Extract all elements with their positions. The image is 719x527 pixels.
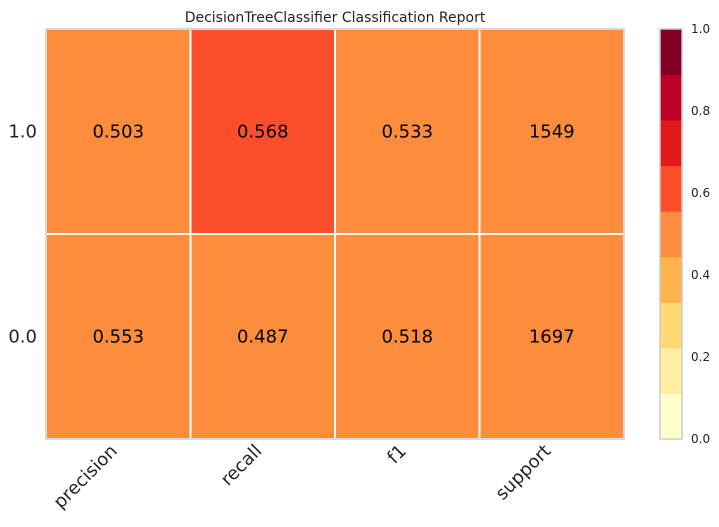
cell-value-label: 0.518 [381, 327, 433, 348]
x-tick-label: precision [50, 441, 122, 513]
cell-value-label: 0.487 [237, 327, 289, 348]
colorbar-bin [660, 29, 682, 76]
plot-frame [45, 28, 625, 440]
heatmap-cell [45, 233, 192, 440]
colorbar-bin [660, 74, 682, 121]
heatmap-cell [45, 28, 192, 235]
colorbar-frame [659, 28, 683, 440]
cell-value-label: 1697 [529, 327, 575, 348]
heatmap-cell [189, 28, 336, 235]
colorbar-tick-label: 0.6 [691, 186, 710, 200]
colorbar-tick-label: 0.0 [691, 432, 710, 446]
colorbar-tick-label: 1.0 [691, 22, 710, 36]
colorbar-bin [660, 347, 682, 394]
x-tick-label: recall [217, 441, 267, 491]
heatmap-cell [478, 28, 625, 235]
x-tick-labels: precision recall f1 support [50, 441, 556, 513]
x-tick-label: f1 [383, 441, 410, 468]
colorbar-tick-label: 0.8 [691, 104, 710, 118]
colorbar-bin [660, 165, 682, 212]
y-tick-label: 1.0 [8, 122, 37, 143]
cell-value-label: 0.503 [92, 122, 144, 143]
colorbar-bin [660, 211, 682, 258]
cell-value-label: 1549 [529, 122, 575, 143]
x-tick-label: support [492, 441, 556, 505]
colorbar-bin [660, 120, 682, 167]
colorbar-bin [660, 256, 682, 303]
colorbar-tick-label: 0.4 [691, 268, 710, 282]
colorbar-tick-label: 0.2 [691, 350, 710, 364]
y-tick-labels: 1.0 0.0 [8, 122, 37, 348]
colorbar-bin [660, 393, 682, 440]
heatmap-cell [478, 233, 625, 440]
cell-value-label: 0.553 [92, 327, 144, 348]
cell-value-label: 0.568 [237, 122, 289, 143]
colorbar: 0.0 0.2 0.4 0.6 0.8 1.0 [659, 22, 710, 446]
cell-value-label: 0.533 [381, 122, 433, 143]
colorbar-bin [660, 302, 682, 349]
heatmap-cells: 0.503 0.568 0.533 1549 0.553 0.487 0.518 1697 [45, 28, 625, 440]
heatmap-cell [189, 233, 336, 440]
y-tick-label: 0.0 [8, 327, 37, 348]
chart-title: DecisionTreeClassifier Classification Re… [185, 10, 486, 26]
